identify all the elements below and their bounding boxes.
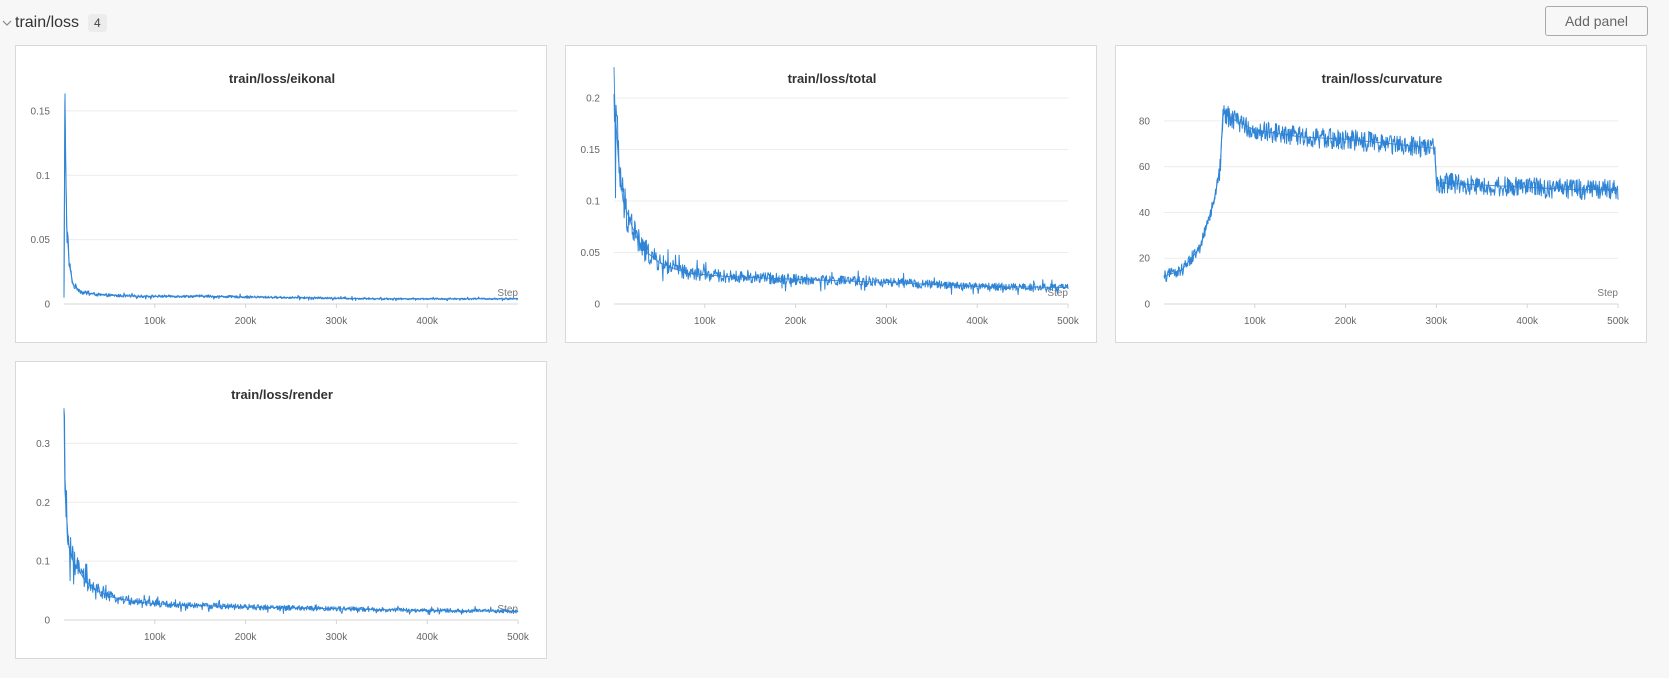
x-tick-label: 100k: [144, 316, 167, 327]
chart-svg: train/loss/eikonal 0 0.05 0.1 0.15 100k 200k 30…: [31, 71, 519, 327]
y-tick-label: 0: [1144, 300, 1150, 311]
x-axis-label: Step: [1597, 288, 1618, 299]
x-tick-label: 300k: [326, 632, 349, 643]
chart-svg: train/loss/total 0 0.05 0.1 0.15 0.2 100k 200k 3…: [581, 67, 1080, 327]
x-tick-label: 400k: [416, 632, 439, 643]
panel-count-badge: 4: [88, 14, 107, 32]
series-trend: [613, 67, 1069, 288]
x-tick-label: 300k: [326, 316, 349, 327]
series-line: [63, 409, 519, 616]
x-tick-label: 100k: [1244, 316, 1267, 327]
chart-title: train/loss/eikonal: [229, 71, 335, 86]
y-tick-label: 0.1: [586, 197, 600, 208]
add-panel-button[interactable]: Add panel: [1545, 6, 1648, 36]
chart-title: train/loss/total: [788, 71, 877, 86]
chevron-down-icon[interactable]: [0, 16, 14, 30]
x-tick-label: 400k: [966, 316, 989, 327]
y-tick-label: 0: [44, 616, 50, 627]
y-tick-label: 0.15: [581, 145, 601, 156]
y-tick-label: 0: [44, 300, 50, 311]
series-line: [613, 93, 1069, 296]
x-tick-label: 200k: [235, 316, 258, 327]
series-trend: [1163, 108, 1618, 277]
x-tick-label: 100k: [144, 632, 167, 643]
chart-panel-eikonal[interactable]: train/loss/eikonal 0 0.05 0.1 0.15 100k 200k 30…: [15, 45, 547, 343]
series-trend: [63, 408, 519, 612]
y-tick-label: 0.05: [581, 248, 601, 259]
y-tick-label: 40: [1139, 208, 1151, 219]
y-tick-label: 20: [1139, 254, 1151, 265]
x-tick-label: 300k: [1426, 316, 1449, 327]
y-tick-label: 0.2: [36, 498, 50, 509]
x-axis-label: Step: [497, 604, 518, 615]
y-tick-label: 0.2: [586, 94, 600, 105]
x-tick-label: 200k: [1335, 316, 1358, 327]
y-tick-label: 0.15: [31, 106, 51, 117]
chart-title: train/loss/curvature: [1322, 71, 1443, 86]
chart-svg: train/loss/render 0 0.1 0.2 0.3 100k 200k 300k 4…: [36, 387, 530, 643]
x-tick-label: 500k: [507, 632, 530, 643]
x-tick-label: 400k: [1516, 316, 1539, 327]
series-trend: [63, 100, 518, 300]
chart-svg: train/loss/curvature 0 20 40 60 80 100k 200k 300…: [1139, 71, 1630, 327]
chart-panel-total[interactable]: train/loss/total 0 0.05 0.1 0.15 0.2 100k 200k 3…: [565, 45, 1097, 343]
section-header: train/loss 4: [0, 8, 107, 38]
y-tick-label: 0: [594, 300, 600, 311]
y-tick-label: 80: [1139, 116, 1151, 127]
x-axis-label: Step: [497, 288, 518, 299]
y-tick-label: 0.1: [36, 557, 50, 568]
series-line: [63, 93, 519, 302]
y-tick-label: 0.3: [36, 439, 50, 450]
x-tick-label: 500k: [1057, 316, 1080, 327]
x-tick-label: 300k: [876, 316, 899, 327]
x-tick-label: 100k: [694, 316, 717, 327]
section-title[interactable]: train/loss: [15, 14, 80, 31]
x-tick-label: 500k: [1607, 316, 1630, 327]
x-tick-label: 400k: [416, 316, 439, 327]
series-line: [1163, 105, 1619, 282]
y-tick-label: 0.05: [31, 235, 51, 246]
chart-panel-curvature[interactable]: train/loss/curvature 0 20 40 60 80 100k 200k 300…: [1115, 45, 1647, 343]
y-tick-label: 60: [1139, 162, 1151, 173]
y-tick-label: 0.1: [36, 171, 50, 182]
x-tick-label: 200k: [235, 632, 258, 643]
chart-title: train/loss/render: [231, 387, 333, 402]
chart-panel-render[interactable]: train/loss/render 0 0.1 0.2 0.3 100k 200k 300k 4…: [15, 361, 547, 659]
x-tick-label: 200k: [785, 316, 808, 327]
